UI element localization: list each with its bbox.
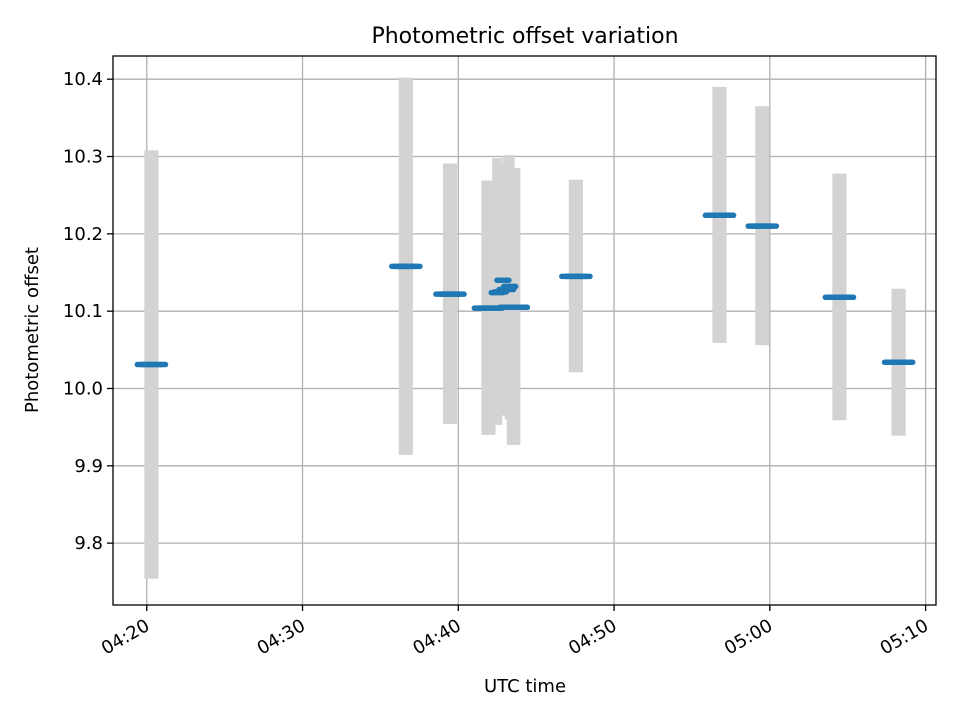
y-axis-label: Photometric offset: [22, 247, 43, 413]
plot-frame: [112, 55, 937, 606]
grid-lines: [113, 56, 936, 605]
y-tick-label: 10.4: [63, 69, 103, 90]
data-markers: [134, 212, 916, 368]
chart-title: Photometric offset variation: [371, 24, 678, 49]
y-tick-label: 10.1: [63, 301, 103, 322]
y-tick-label: 10.3: [63, 147, 103, 168]
y-tick-label: 9.8: [74, 533, 103, 554]
y-axis-ticks: 9.8 9.9 10.0 10.1 10.2 10.3 10.4: [63, 69, 113, 554]
y-tick-label: 10.2: [63, 224, 103, 245]
y-tick-label: 9.9: [74, 456, 103, 477]
x-axis-label: UTC time: [484, 676, 566, 697]
y-tick-label: 10.0: [63, 378, 103, 399]
